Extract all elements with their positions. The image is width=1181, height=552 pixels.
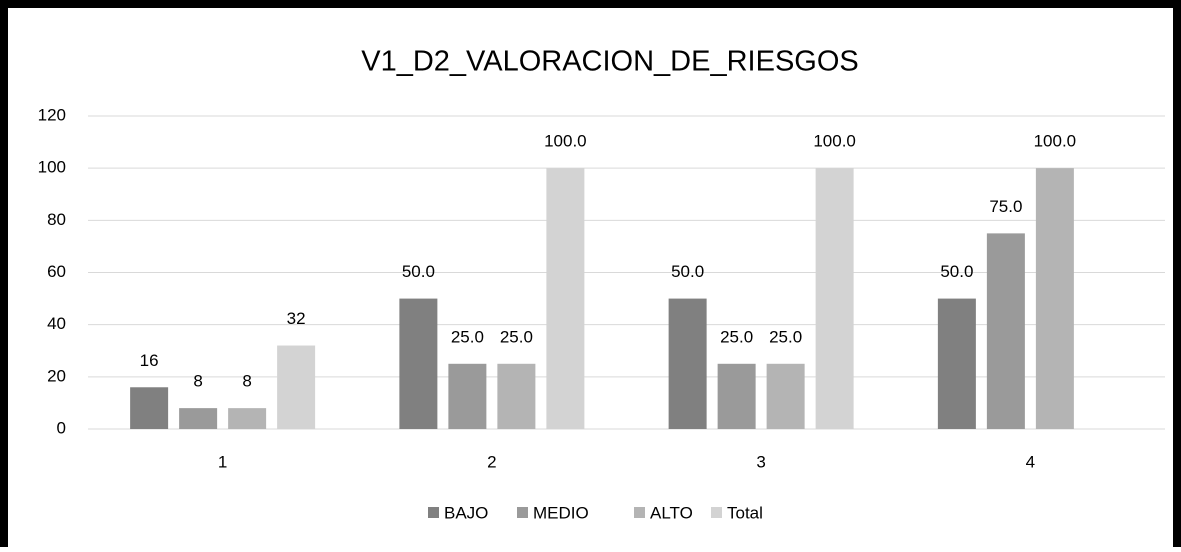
bar bbox=[399, 298, 438, 429]
legend-swatch bbox=[428, 507, 439, 518]
legend-label: Total bbox=[727, 503, 763, 522]
data-label: 25.0 bbox=[769, 327, 802, 346]
bar bbox=[1035, 168, 1074, 429]
bar bbox=[668, 298, 707, 429]
data-label: 8 bbox=[242, 372, 251, 391]
data-label: 100.0 bbox=[544, 132, 587, 151]
bar bbox=[497, 363, 536, 429]
chart-title: V1_D2_VALORACION_DE_RIESGOS bbox=[361, 46, 859, 78]
bar bbox=[815, 168, 854, 429]
x-tick-label: 3 bbox=[756, 452, 765, 471]
bar bbox=[448, 363, 487, 429]
y-tick-label: 40 bbox=[47, 314, 66, 333]
data-label: 100.0 bbox=[1034, 132, 1077, 151]
x-tick-label: 4 bbox=[1026, 452, 1035, 471]
bar bbox=[986, 233, 1025, 429]
bar bbox=[277, 345, 316, 429]
data-label: 100.0 bbox=[813, 132, 856, 151]
legend-swatch bbox=[634, 507, 645, 518]
bar bbox=[717, 363, 756, 429]
y-tick-label: 20 bbox=[47, 366, 66, 385]
bar bbox=[546, 168, 585, 429]
data-label: 50.0 bbox=[671, 262, 704, 281]
legend-label: ALTO bbox=[650, 503, 693, 522]
data-label: 75.0 bbox=[989, 197, 1022, 216]
data-label: 25.0 bbox=[451, 327, 484, 346]
legend-swatch bbox=[517, 507, 528, 518]
y-tick-label: 120 bbox=[38, 105, 66, 124]
x-tick-label: 1 bbox=[218, 452, 227, 471]
data-label: 50.0 bbox=[940, 262, 973, 281]
y-tick-label: 80 bbox=[47, 210, 66, 229]
bar bbox=[766, 363, 805, 429]
legend-label: BAJO bbox=[444, 503, 488, 522]
legend-label: MEDIO bbox=[533, 503, 589, 522]
legend-swatch bbox=[711, 507, 722, 518]
data-label: 16 bbox=[140, 351, 159, 370]
y-tick-label: 0 bbox=[57, 418, 66, 437]
bar bbox=[179, 408, 218, 429]
y-tick-label: 100 bbox=[38, 158, 66, 177]
y-tick-label: 60 bbox=[47, 262, 66, 281]
data-label: 25.0 bbox=[500, 327, 533, 346]
data-label: 50.0 bbox=[402, 262, 435, 281]
bar bbox=[228, 408, 267, 429]
data-label: 8 bbox=[193, 372, 202, 391]
bar bbox=[130, 387, 169, 429]
x-tick-label: 2 bbox=[487, 452, 496, 471]
data-label: 25.0 bbox=[720, 327, 753, 346]
data-label: 32 bbox=[287, 309, 306, 328]
bar bbox=[937, 298, 976, 429]
